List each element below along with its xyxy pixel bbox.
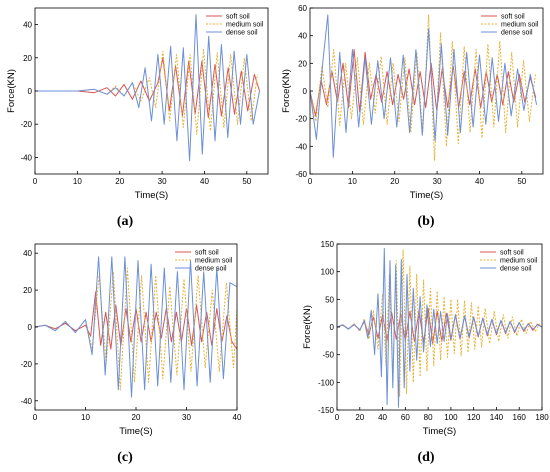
x-tick-label-a-2: 20 (115, 177, 124, 186)
series-line-d-2 (337, 247, 542, 408)
x-tick-label-a-1: 10 (73, 177, 82, 186)
y-tick-label-b-5: 40 (298, 32, 307, 41)
x-tick-label-c-3: 30 (182, 413, 191, 422)
legend-label-b-0: soft soil (501, 14, 525, 21)
series-line-c-0 (35, 291, 237, 350)
y-tick-label-a-0: -40 (20, 153, 32, 162)
y-axis-label-b: Force(KN) (281, 69, 292, 113)
x-tick-label-d-9: 180 (535, 413, 549, 422)
x-tick-label-d-6: 120 (467, 413, 481, 422)
series-line-b-2 (310, 14, 538, 158)
series-line-a-0 (35, 57, 260, 119)
legend-label-a-2: dense soil (226, 30, 258, 37)
x-tick-label-d-7: 140 (490, 413, 504, 422)
series-line-a-2 (35, 14, 260, 162)
x-tick-label-d-2: 40 (378, 413, 387, 422)
legend-label-b-1: medium soil (501, 22, 539, 29)
y-tick-label-c-4: 40 (23, 249, 32, 258)
y-tick-label-d-0: -150 (318, 406, 335, 415)
y-tick-label-b-1: -40 (295, 142, 307, 151)
y-tick-label-a-4: 40 (23, 21, 32, 30)
y-tick-label-d-5: 100 (321, 268, 335, 277)
legend-label-c-1: medium soil (195, 258, 233, 265)
panel-label-d: (d) (417, 450, 435, 465)
x-tick-label-a-3: 30 (158, 177, 167, 186)
x-tick-label-d-0: 0 (335, 413, 340, 422)
legend-label-a-1: medium soil (226, 22, 264, 29)
legend-label-c-0: soft soil (195, 250, 219, 257)
y-axis-label-d: Force(KN) (302, 305, 313, 349)
y-tick-label-d-3: 0 (330, 323, 335, 332)
series-line-d-1 (337, 249, 541, 397)
y-tick-label-d-2: -50 (322, 351, 334, 360)
x-tick-label-d-5: 100 (444, 413, 458, 422)
y-tick-label-b-0: -60 (295, 170, 307, 179)
legend-label-a-0: soft soil (226, 14, 250, 21)
x-tick-label-d-4: 80 (424, 413, 433, 422)
x-tick-label-c-1: 10 (81, 413, 90, 422)
x-axis-label-d: Time(S) (423, 426, 456, 437)
y-tick-label-d-1: -100 (318, 378, 335, 387)
y-tick-label-a-2: 0 (28, 87, 33, 96)
x-tick-label-d-8: 160 (513, 413, 527, 422)
y-tick-label-b-2: -20 (295, 115, 307, 124)
chart-panel-d: 0 20 40 60 80 100 120 140 160 180 -150 -100 -50 0 50 10… (275, 236, 550, 472)
legend-label-d-0: soft soil (500, 250, 524, 257)
y-tick-label-a-1: -20 (20, 120, 32, 129)
x-axis-label-b: Time(S) (410, 190, 443, 201)
x-axis-label-c: Time(S) (119, 426, 152, 437)
y-tick-label-a-3: 20 (23, 54, 32, 63)
y-axis-label-a: Force(KN) (6, 69, 17, 113)
y-tick-label-c-2: 0 (28, 323, 33, 332)
series-line-c-2 (35, 256, 237, 398)
series-line-b-0 (310, 49, 537, 117)
chart-panel-a: 0 10 20 30 40 50 -40 -20 0 20 40 Time(S) Force(KN) so… (0, 0, 275, 236)
x-tick-label-b-1: 10 (348, 177, 357, 186)
chart-panel-c: 0 10 20 30 40 -40 -20 0 20 40 Time(S) soft soil medi… (0, 236, 275, 472)
chart-panel-b: 0 10 20 30 40 50 -60 -40 -20 0 20 40 60 Time(S) Force(… (275, 0, 550, 236)
panel-label-c: (c) (117, 450, 133, 465)
legend-label-d-1: medium soil (500, 258, 538, 265)
y-tick-label-b-4: 20 (298, 59, 307, 68)
x-tick-label-a-4: 40 (200, 177, 209, 186)
x-tick-label-a-5: 50 (242, 177, 251, 186)
y-tick-label-c-3: 20 (23, 286, 32, 295)
legend-label-b-2: dense soil (501, 30, 533, 37)
y-tick-label-d-4: 50 (325, 295, 334, 304)
panel-label-a: (a) (116, 214, 134, 229)
x-tick-label-c-2: 20 (132, 413, 141, 422)
legend-label-d-2: dense soil (500, 266, 532, 273)
chart-d-svg: 0 20 40 60 80 100 120 140 160 180 -150 -100 -50 0 50 10… (302, 240, 549, 437)
x-tick-label-b-2: 20 (390, 177, 399, 186)
y-tick-label-c-1: -20 (20, 360, 32, 369)
chart-c-svg: 0 10 20 30 40 -40 -20 0 20 40 Time(S) soft soilmedi… (20, 243, 242, 437)
panel-label-b: (b) (417, 214, 435, 229)
legend-label-c-2: dense soil (195, 266, 227, 273)
x-tick-label-b-0: 0 (308, 177, 313, 186)
y-tick-label-b-6: 60 (298, 4, 307, 13)
x-tick-label-b-3: 30 (433, 177, 442, 186)
series-line-b-1 (310, 14, 536, 161)
y-tick-label-b-3: 0 (303, 87, 308, 96)
x-tick-label-a-0: 0 (33, 177, 38, 186)
x-tick-label-c-4: 40 (233, 413, 242, 422)
x-tick-label-b-5: 50 (517, 177, 526, 186)
x-tick-label-d-3: 60 (401, 413, 410, 422)
x-tick-label-b-4: 40 (475, 177, 484, 186)
x-tick-label-d-1: 20 (355, 413, 364, 422)
y-tick-label-d-6: 150 (321, 240, 335, 249)
x-axis-label-a: Time(S) (135, 190, 168, 201)
chart-b-svg: 0 10 20 30 40 50 -60 -40 -20 0 20 40 60 Time(S) Force(… (281, 4, 544, 201)
x-tick-label-c-0: 0 (33, 413, 38, 422)
series-line-c-1 (35, 267, 237, 391)
y-tick-label-c-0: -40 (20, 397, 32, 406)
chart-a-svg: 0 10 20 30 40 50 -40 -20 0 20 40 Time(S) Force(KN) so… (6, 7, 269, 201)
series-line-a-1 (35, 49, 258, 135)
